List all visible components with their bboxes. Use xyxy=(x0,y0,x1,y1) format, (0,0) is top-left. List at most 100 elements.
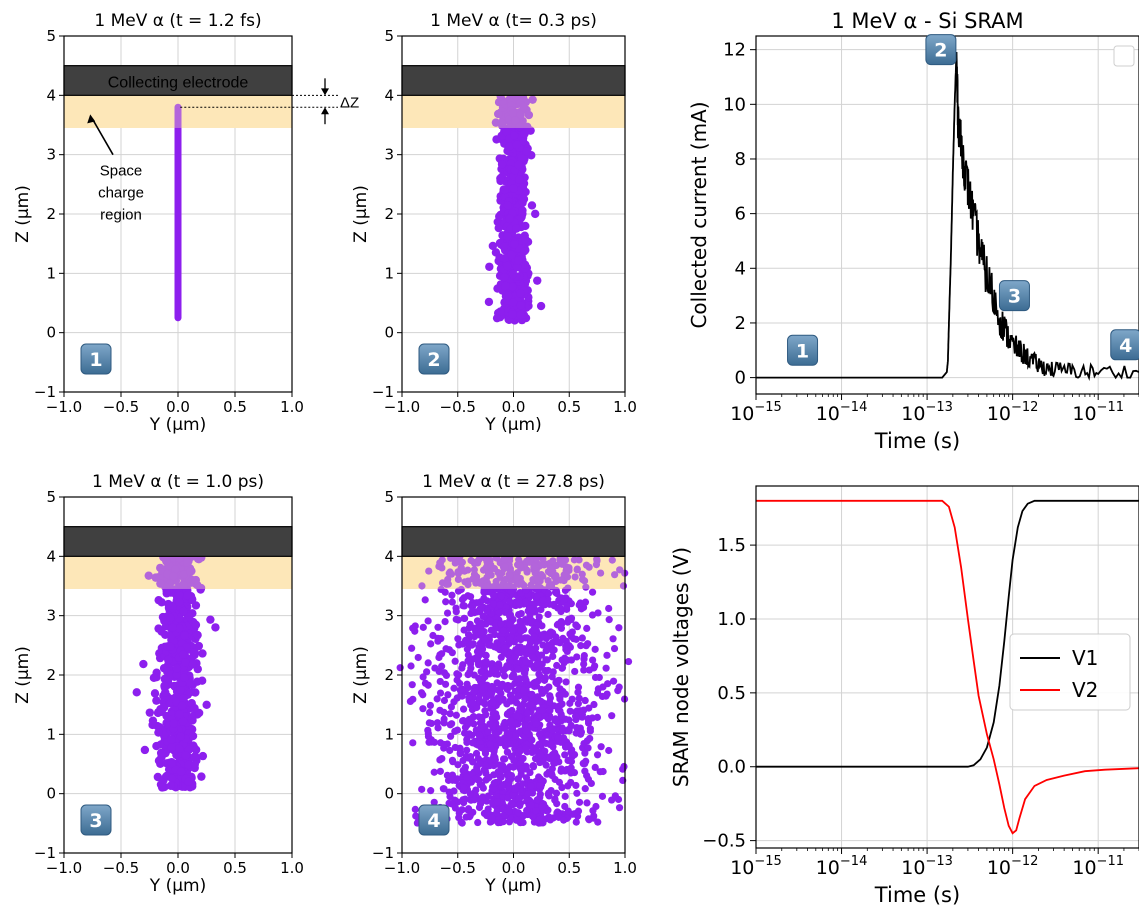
carrier xyxy=(427,640,435,648)
carrier xyxy=(551,775,559,784)
carrier xyxy=(419,623,427,631)
y-tick-label: 10 xyxy=(723,94,746,115)
y-tick-label: 0.0 xyxy=(717,757,746,778)
carrier xyxy=(516,747,525,755)
carrier xyxy=(539,555,547,563)
carrier xyxy=(558,690,566,699)
carrier xyxy=(535,697,544,705)
carrier xyxy=(448,800,456,808)
carrier xyxy=(522,586,530,594)
carrier xyxy=(591,645,599,653)
carrier xyxy=(521,695,529,703)
badge-label: 2 xyxy=(934,40,947,62)
carrier xyxy=(544,610,552,619)
carrier xyxy=(586,734,594,743)
carrier xyxy=(190,753,199,762)
y-tick-label: 5 xyxy=(384,488,394,506)
carrier xyxy=(574,683,583,691)
legend-label: V2 xyxy=(1072,678,1098,702)
carrier xyxy=(438,650,446,658)
carrier xyxy=(440,719,448,727)
carrier xyxy=(508,269,518,279)
carrier xyxy=(484,805,492,813)
axes-frame xyxy=(755,485,1139,849)
carrier xyxy=(475,649,483,658)
carrier xyxy=(558,664,567,672)
legend-label: V1 xyxy=(1072,646,1098,670)
carrier xyxy=(463,735,471,744)
y-tick-label: 5 xyxy=(384,27,394,45)
carrier xyxy=(503,582,511,590)
carrier xyxy=(522,566,531,574)
tick-exponent: −14 xyxy=(840,400,867,415)
carrier xyxy=(512,224,521,233)
carrier xyxy=(589,656,597,664)
carrier xyxy=(455,809,463,817)
carrier xyxy=(430,738,439,746)
carrier xyxy=(531,563,540,571)
carrier xyxy=(167,758,176,768)
carrier xyxy=(482,711,490,719)
carrier xyxy=(446,721,454,729)
carrier xyxy=(528,647,536,655)
carrier xyxy=(515,794,523,802)
carrier xyxy=(523,806,531,815)
carrier xyxy=(447,732,455,740)
carrier xyxy=(481,673,489,681)
y-tick-label: 0 xyxy=(46,785,56,803)
carrier xyxy=(516,562,524,570)
carrier xyxy=(475,674,483,682)
carrier xyxy=(184,777,193,787)
badge-2: 2 xyxy=(925,34,957,66)
y-tick-label: −1 xyxy=(372,383,394,401)
carrier xyxy=(458,819,466,827)
carrier xyxy=(488,660,496,668)
carrier xyxy=(444,691,452,699)
carrier xyxy=(452,608,460,616)
space-charge-overlay xyxy=(64,556,292,589)
x-tick-label: 0.0 xyxy=(166,859,190,877)
carrier xyxy=(596,768,604,776)
y-tick-label: 0 xyxy=(735,368,746,389)
carrier xyxy=(527,201,537,210)
carrier xyxy=(586,725,594,733)
carrier xyxy=(447,570,456,578)
carrier xyxy=(464,581,472,589)
carrier xyxy=(440,696,449,705)
carrier xyxy=(466,620,474,628)
carrier xyxy=(624,657,633,666)
carrier xyxy=(464,651,472,659)
carrier xyxy=(506,696,514,705)
x-tick-label: 0.5 xyxy=(223,398,247,416)
x-tick-label: −0.5 xyxy=(440,859,476,877)
carrier xyxy=(542,647,550,655)
carrier xyxy=(564,756,572,765)
carrier xyxy=(446,710,454,718)
carrier xyxy=(522,727,530,735)
carrier xyxy=(550,646,558,654)
carrier xyxy=(513,699,521,707)
carrier xyxy=(144,571,153,580)
carrier xyxy=(593,555,601,563)
y-tick-label: 12 xyxy=(723,40,746,61)
carrier xyxy=(436,767,444,775)
carrier xyxy=(423,668,431,676)
carrier xyxy=(516,759,524,768)
carrier xyxy=(602,664,610,672)
carrier xyxy=(567,769,575,777)
carrier xyxy=(545,631,553,639)
carrier xyxy=(466,811,474,820)
carrier xyxy=(166,781,175,790)
y-axis-label: Z (μm) xyxy=(351,646,371,704)
y-tick-label: 2 xyxy=(384,205,394,223)
carrier xyxy=(560,766,568,775)
carrier xyxy=(486,616,494,625)
carrier xyxy=(492,730,500,739)
carrier xyxy=(590,664,598,672)
carrier xyxy=(608,556,616,564)
y-tick-label: 1 xyxy=(46,725,56,743)
carrier xyxy=(508,109,518,118)
carrier xyxy=(526,768,534,777)
carrier xyxy=(530,633,538,641)
